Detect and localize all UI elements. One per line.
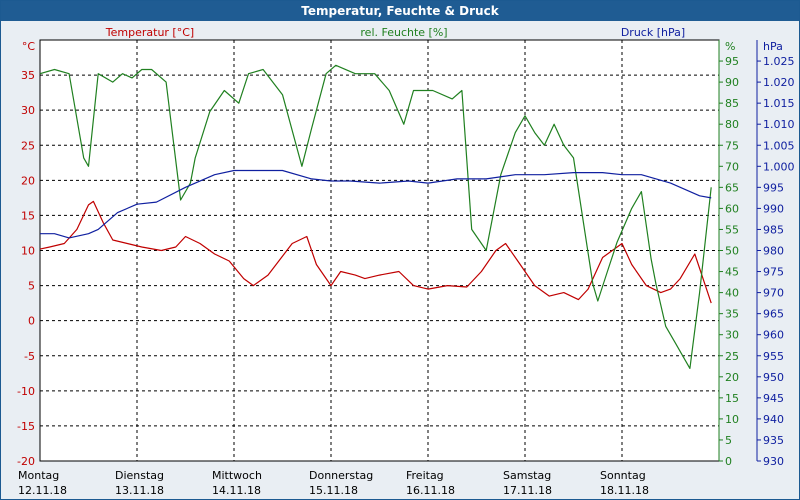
humidity-tick-label: 40 [725,287,739,300]
temperature-tick-label: 15 [21,209,35,222]
humidity-tick-label: 60 [725,202,739,215]
humidity-tick-label: 20 [725,371,739,384]
series-group [39,64,712,369]
temperature-tick-label: -5 [24,350,35,363]
temperature-series-line [39,200,712,304]
temperature-tick-label: -10 [17,385,35,398]
x-date-label: 13.11.18 [115,484,164,497]
temperature-axis-title: Temperatur [°C] [105,26,194,39]
chart-title: Temperatur, Feuchte & Druck [1,1,799,21]
pressure-tick-label: 945 [763,392,784,405]
humidity-unit: % [725,40,735,53]
pressure-axis-title: Druck [hPa] [621,26,685,39]
x-day-label: Dienstag [115,469,164,482]
grid [39,39,720,462]
pressure-unit: hPa [763,40,783,53]
x-day-label: Montag [18,469,59,482]
label-group: Temperatur [°C] rel. Feuchte [%] Druck [… [22,26,783,53]
humidity-tick-label: 15 [725,392,739,405]
humidity-tick-label: 10 [725,413,739,426]
temperature-tick-label: 5 [28,280,35,293]
pressure-tick-label: 1.020 [763,76,795,89]
x-date-label: 17.11.18 [503,484,552,497]
temperature-tick-label: 10 [21,245,35,258]
humidity-series-line [39,64,712,369]
pressure-tick-label: 930 [763,455,784,468]
pressure-tick-label: 1.015 [763,97,795,110]
pressure-tick-label: 1.005 [763,139,795,152]
pressure-tick-label: 1.025 [763,55,795,68]
pressure-tick-label: 955 [763,350,784,363]
temperature-tick-label: 20 [21,174,35,187]
humidity-axis-title: rel. Feuchte [%] [360,26,447,39]
x-day-label: Freitag [406,469,444,482]
humidity-tick-label: 0 [725,455,732,468]
humidity-tick-label: 25 [725,350,739,363]
humidity-tick-label: 70 [725,160,739,173]
temperature-tick-label: -20 [17,455,35,468]
humidity-tick-label: 90 [725,76,739,89]
pressure-tick-label: 985 [763,223,784,236]
humidity-tick-label: 65 [725,181,739,194]
humidity-tick-label: 30 [725,329,739,342]
humidity-tick-label: 5 [725,434,732,447]
temperature-tick-label: 25 [21,139,35,152]
x-date-label: 15.11.18 [309,484,358,497]
pressure-tick-label: 960 [763,329,784,342]
temperature-tick-label: -15 [17,420,35,433]
humidity-tick-label: 45 [725,266,739,279]
humidity-tick-label: 95 [725,55,739,68]
humidity-tick-label: 55 [725,223,739,236]
pressure-tick-label: 1.000 [763,160,795,173]
humidity-tick-label: 75 [725,139,739,152]
pressure-tick-label: 970 [763,287,784,300]
humidity-tick-label: 35 [725,308,739,321]
temperature-tick-label: 35 [21,69,35,82]
x-date-label: 18.11.18 [600,484,649,497]
pressure-tick-label: 935 [763,434,784,447]
x-date-label: 16.11.18 [406,484,455,497]
pressure-tick-label: 940 [763,413,784,426]
temperature-unit: °C [22,40,36,53]
pressure-tick-label: 965 [763,308,784,321]
pressure-tick-label: 995 [763,181,784,194]
temperature-tick-label: 30 [21,104,35,117]
temperature-tick-label: 0 [28,315,35,328]
humidity-tick-label: 85 [725,97,739,110]
axes: 35302520151050-5-10-15-20959085807570656… [17,40,795,497]
pressure-tick-label: 975 [763,266,784,279]
pressure-tick-label: 1.010 [763,118,795,131]
pressure-series-line [40,169,712,239]
x-day-label: Sonntag [600,469,646,482]
x-date-label: 12.11.18 [18,484,67,497]
humidity-tick-label: 80 [725,118,739,131]
pressure-tick-label: 980 [763,245,784,258]
x-day-label: Samstag [503,469,551,482]
x-day-label: Mittwoch [212,469,262,482]
pressure-tick-label: 950 [763,371,784,384]
x-day-label: Donnerstag [309,469,373,482]
x-date-label: 14.11.18 [212,484,261,497]
pressure-tick-label: 990 [763,202,784,215]
humidity-tick-label: 50 [725,245,739,258]
